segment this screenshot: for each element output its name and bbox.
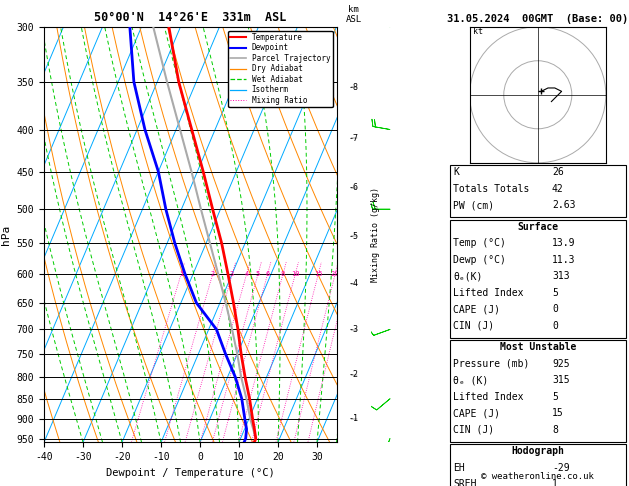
Text: SREH: SREH bbox=[453, 479, 476, 486]
Text: 8: 8 bbox=[281, 271, 285, 278]
Text: -1: -1 bbox=[349, 414, 359, 423]
Text: 42: 42 bbox=[552, 184, 564, 194]
Text: 4: 4 bbox=[245, 271, 248, 278]
Text: © weatheronline.co.uk: © weatheronline.co.uk bbox=[481, 472, 594, 481]
Text: θₑ(K): θₑ(K) bbox=[453, 271, 482, 281]
Text: 8: 8 bbox=[552, 425, 558, 435]
Y-axis label: hPa: hPa bbox=[1, 225, 11, 244]
Text: 2: 2 bbox=[211, 271, 214, 278]
Text: kt: kt bbox=[473, 27, 483, 35]
Text: 10: 10 bbox=[291, 271, 299, 278]
Text: PW (cm): PW (cm) bbox=[453, 200, 494, 210]
Text: 31.05.2024  00GMT  (Base: 00): 31.05.2024 00GMT (Base: 00) bbox=[447, 14, 628, 24]
Text: 13.9: 13.9 bbox=[552, 238, 576, 248]
Text: -5: -5 bbox=[349, 232, 359, 241]
Text: 1: 1 bbox=[552, 479, 558, 486]
Text: Lifted Index: Lifted Index bbox=[453, 392, 523, 402]
Text: 0: 0 bbox=[552, 321, 558, 331]
Text: -7: -7 bbox=[349, 134, 359, 143]
Text: 5: 5 bbox=[552, 392, 558, 402]
Text: -3: -3 bbox=[349, 325, 359, 334]
X-axis label: Dewpoint / Temperature (°C): Dewpoint / Temperature (°C) bbox=[106, 468, 275, 478]
Text: 11.3: 11.3 bbox=[552, 255, 576, 265]
Text: Dewp (°C): Dewp (°C) bbox=[453, 255, 506, 265]
Text: 26: 26 bbox=[552, 167, 564, 177]
Text: CAPE (J): CAPE (J) bbox=[453, 408, 500, 418]
Text: 5: 5 bbox=[552, 288, 558, 298]
Text: 20: 20 bbox=[331, 271, 339, 278]
Text: 5: 5 bbox=[256, 271, 260, 278]
Text: 925: 925 bbox=[552, 359, 569, 369]
Text: Mixing Ratio (g/kg): Mixing Ratio (g/kg) bbox=[371, 187, 380, 282]
Text: 315: 315 bbox=[552, 375, 569, 385]
Text: -4: -4 bbox=[349, 279, 359, 288]
Text: Temp (°C): Temp (°C) bbox=[453, 238, 506, 248]
Text: Totals Totals: Totals Totals bbox=[453, 184, 529, 194]
Text: 313: 313 bbox=[552, 271, 569, 281]
Text: CAPE (J): CAPE (J) bbox=[453, 304, 500, 314]
Text: Surface: Surface bbox=[517, 222, 559, 232]
Text: 15: 15 bbox=[552, 408, 564, 418]
Text: 50°00'N  14°26'E  331m  ASL: 50°00'N 14°26'E 331m ASL bbox=[94, 11, 286, 24]
Text: EH: EH bbox=[453, 463, 465, 473]
Text: LCL: LCL bbox=[318, 441, 333, 451]
Text: km
ASL: km ASL bbox=[346, 5, 362, 24]
Text: 6: 6 bbox=[265, 271, 270, 278]
Text: -6: -6 bbox=[349, 183, 359, 192]
Text: CIN (J): CIN (J) bbox=[453, 425, 494, 435]
Text: Pressure (mb): Pressure (mb) bbox=[453, 359, 529, 369]
Text: 1: 1 bbox=[179, 271, 183, 278]
Text: Most Unstable: Most Unstable bbox=[499, 342, 576, 352]
Text: -2: -2 bbox=[349, 370, 359, 379]
Text: θₑ (K): θₑ (K) bbox=[453, 375, 488, 385]
Text: 3: 3 bbox=[230, 271, 234, 278]
Text: Hodograph: Hodograph bbox=[511, 446, 564, 456]
Text: K: K bbox=[453, 167, 459, 177]
Text: 2.63: 2.63 bbox=[552, 200, 576, 210]
Legend: Temperature, Dewpoint, Parcel Trajectory, Dry Adiabat, Wet Adiabat, Isotherm, Mi: Temperature, Dewpoint, Parcel Trajectory… bbox=[228, 31, 333, 107]
Text: -29: -29 bbox=[552, 463, 569, 473]
Text: -8: -8 bbox=[349, 83, 359, 91]
Text: 15: 15 bbox=[314, 271, 323, 278]
Text: CIN (J): CIN (J) bbox=[453, 321, 494, 331]
Text: Lifted Index: Lifted Index bbox=[453, 288, 523, 298]
Text: 0: 0 bbox=[552, 304, 558, 314]
